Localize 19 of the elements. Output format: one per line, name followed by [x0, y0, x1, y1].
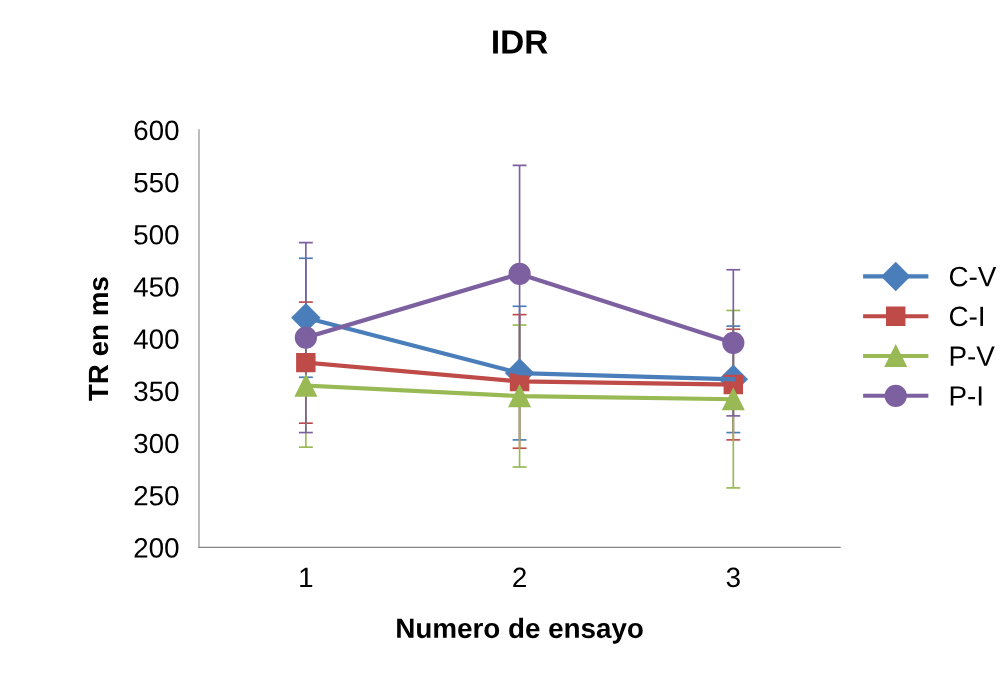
- x-axis-title: Numero de ensayo: [397, 617, 643, 644]
- y-tick-label: 200: [134, 538, 179, 558]
- x-tick-label: 2: [513, 567, 526, 587]
- legend-label: C-V: [949, 266, 997, 287]
- y-axis-title: TR en ms: [88, 277, 109, 401]
- y-tick-label: 500: [134, 224, 179, 245]
- y-tick-label: 350: [134, 381, 179, 402]
- y-tick-label: 400: [133, 329, 179, 349]
- y-tick-label: 250: [134, 485, 179, 506]
- y-tick-label: 600: [134, 120, 179, 141]
- y-tick-label: 550: [134, 172, 179, 193]
- legend-label: P-I: [950, 386, 982, 406]
- x-tick-label: 3: [726, 567, 740, 588]
- chart-title: IDR: [493, 30, 548, 54]
- x-tick-label: 1: [300, 567, 313, 587]
- y-tick-label: 300: [134, 433, 179, 454]
- legend-label: C-I: [949, 306, 983, 327]
- legend-label: P-V: [950, 346, 995, 366]
- y-tick-label: 450: [133, 277, 179, 297]
